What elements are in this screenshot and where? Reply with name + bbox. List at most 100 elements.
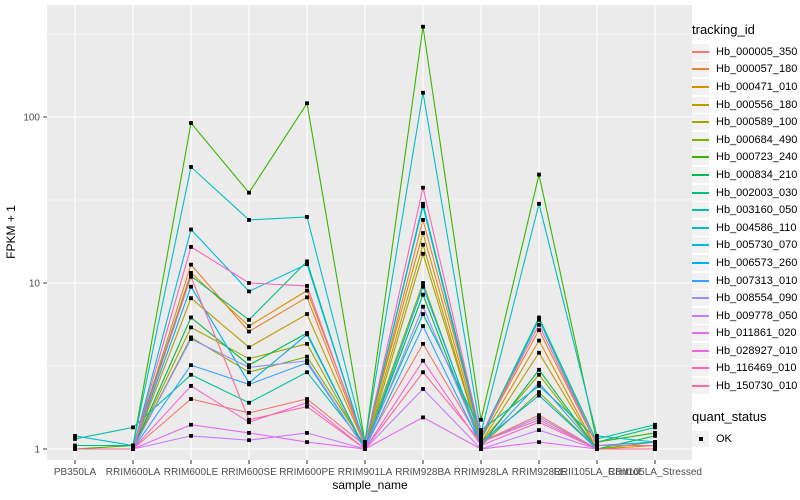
data-point-Hb_000684_490 [421,281,425,285]
data-point-Hb_008554_090 [189,337,193,341]
data-point-Hb_003160_050 [247,400,251,405]
data-point-Hb_002003_030 [537,315,541,320]
legend-line-icon [692,314,709,317]
data-point-Hb_000723_240 [653,431,657,435]
data-point-Hb_000005_350 [537,413,541,418]
data-point-Hb_028927_010 [537,420,541,425]
legend-label: Hb_000834_210 [716,168,798,181]
x-axis-title: sample_name [332,478,408,492]
legend-item-Hb_000684_490: Hb_000684_490 [692,131,798,149]
data-point-Hb_150730_010 [131,447,135,451]
legend-item-Hb_000005_350: Hb_000005_350 [692,43,798,61]
data-point-Hb_000589_100 [421,251,425,256]
legend-label: Hb_002003_030 [716,186,798,199]
data-point-Hb_000556_180 [421,242,425,247]
data-point-Hb_003160_050 [131,425,135,430]
legend-key-swatch [692,219,709,236]
data-point-Hb_000057_180 [189,262,193,267]
legend-item-Hb_003160_050: Hb_003160_050 [692,201,798,219]
legend-key-swatch [692,202,709,219]
data-point-Hb_028927_010 [305,400,309,405]
legend-item-Hb_005730_070: Hb_005730_070 [692,237,798,255]
data-point-Hb_003160_050 [537,383,541,388]
data-point-Hb_150730_010 [247,417,251,422]
data-point-Hb_009778_050 [305,431,309,435]
legend-key-swatch [692,96,709,113]
legend-line-icon [692,138,709,141]
data-point-Hb_002003_030 [421,201,425,206]
x-tick-label-PB350LA: PB350LA [54,467,97,478]
legend-label: Hb_000723_240 [716,151,798,164]
legend-key-swatch [692,378,709,395]
legend-line-icon [692,385,709,388]
data-point-Hb_003160_050 [305,370,309,375]
data-point-Hb_004586_110 [537,201,541,206]
legend-label: Hb_000589_100 [716,116,798,129]
legend-line-icon [692,226,709,229]
data-point-Hb_005730_070 [653,440,657,445]
legend-label: Hb_028927_010 [716,344,798,357]
data-point-Hb_008554_090 [305,358,309,363]
data-point-Hb_000005_350 [421,341,425,346]
y-tick-label: 100 [23,113,40,124]
legend-label: Hb_009778_050 [716,309,798,322]
data-point-Hb_000589_100 [537,372,541,377]
y-axis-title: FPKM + 1 [4,205,18,259]
data-point-Hb_000834_210 [421,292,425,297]
data-point-Hb_000471_010 [189,271,193,275]
data-point-Hb_000723_240 [537,172,541,177]
data-point-Hb_116469_010 [189,244,193,249]
data-point-Hb_000556_180 [537,350,541,355]
data-point-Hb_006573_260 [537,393,541,398]
data-point-Hb_011861_020 [247,431,251,435]
legend-key-swatch [692,342,709,359]
data-point-Hb_150730_010 [189,274,193,279]
x-tick-label-RRIM600LA: RRIM600LA [106,467,161,478]
data-point-Hb_008554_090 [247,365,251,370]
data-point-Hb_000471_010 [247,324,251,328]
legend-key-swatch [692,360,709,377]
data-point-Hb_116469_010 [305,284,309,288]
legend-label: Hb_116469_010 [716,362,797,375]
legend: tracking_id Hb_000005_350 Hb_000057_180 Hb… [692,22,798,447]
legend-line-icon [692,297,709,300]
y-tick-label: 10 [29,279,41,290]
data-point-Hb_000589_100 [247,356,251,361]
data-point-markers [73,24,657,451]
data-point-Hb_150730_010 [305,404,309,409]
data-point-Hb_003160_050 [479,428,483,432]
data-point-Hb_007313_010 [421,324,425,328]
data-point-Hb_003160_050 [595,437,599,441]
legend-line-icon [692,103,709,106]
data-point-Hb_003160_050 [189,372,193,377]
legend-key-swatch [692,184,709,201]
data-point-Hb_002003_030 [595,440,599,445]
legend-line-icon [692,50,709,53]
legend-key-swatch [692,78,709,95]
data-point-Hb_005730_070 [247,289,251,294]
legend-item-Hb_000723_240: Hb_000723_240 [692,149,798,167]
legend-item-Hb_028927_010: Hb_028927_010 [692,342,798,360]
data-point-Hb_003160_050 [73,437,77,441]
legend-item-ok: OK [692,430,798,448]
data-point-Hb_028927_010 [189,383,193,388]
data-point-Hb_000556_180 [305,312,309,316]
data-point-Hb_000057_180 [247,329,251,334]
legend-line-icon [692,156,709,159]
data-point-Hb_116469_010 [363,443,367,448]
legend-label: Hb_000556_180 [716,98,798,111]
legend-line-icon [692,367,709,370]
data-point-Hb_007313_010 [537,381,541,385]
x-tick-label-RRIM600SE: RRIM600SE [221,467,277,478]
legend-line-icon [692,209,709,212]
legend-key-swatch [692,272,709,289]
data-point-Hb_000723_240 [305,101,309,106]
legend-label: Hb_006573_260 [716,256,798,269]
legend-item-Hb_000834_210: Hb_000834_210 [692,166,798,184]
data-point-Hb_011861_020 [305,440,309,445]
data-point-Hb_004586_110 [479,431,483,435]
data-point-Hb_007313_010 [247,382,251,387]
axes: 1 10 100 PB350LA RRIM600LA RRIM600LE RRIM600SE… [23,113,702,479]
legend-line-icon [692,191,709,194]
data-point-Hb_003160_050 [653,422,657,427]
